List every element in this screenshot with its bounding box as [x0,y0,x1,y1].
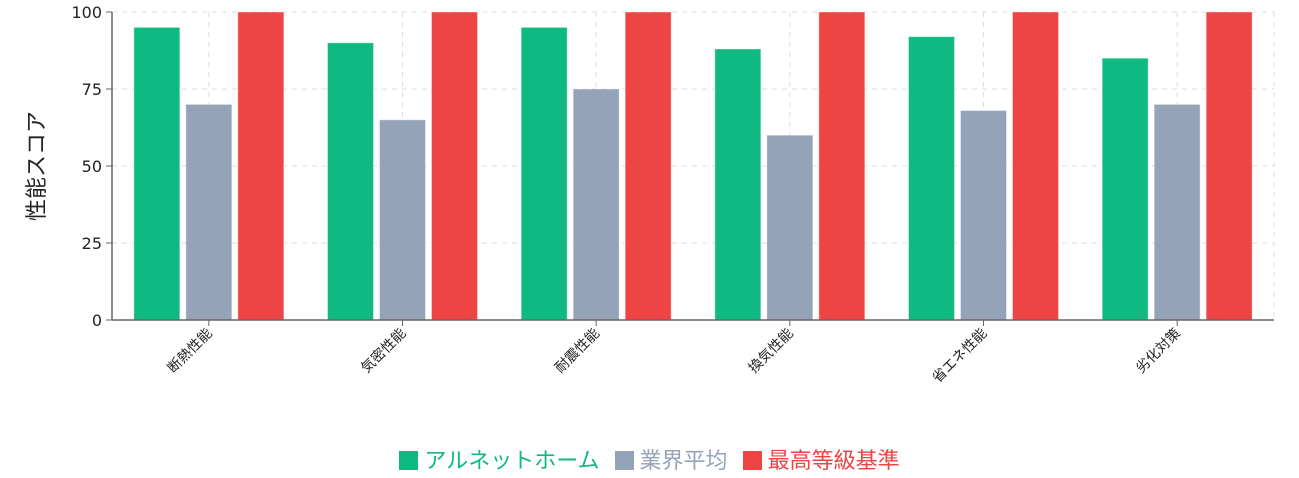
y-tick-label: 100 [71,3,102,22]
bar-chart: 0 25 50 75 100 断熱性能 気密性能 耐震性能 換気性能 省エネ性能 劣化対策 性能スコ… [25,3,1275,387]
legend-swatch-icon [399,451,419,470]
legend-label: 最高等級基準 [767,449,900,474]
x-tick-label: 気密性能 [358,325,410,377]
bar[interactable] [237,11,285,321]
bar[interactable] [624,11,672,321]
bar[interactable] [1205,11,1253,321]
y-tick-label: 25 [82,234,102,253]
legend-item-top-grade-standard[interactable]: 最高等級基準 [742,443,900,475]
gridlines [112,11,1275,320]
bar[interactable] [133,26,181,321]
legend-item-arnet-home[interactable]: アルネットホーム [399,443,600,475]
bar[interactable] [908,36,955,321]
y-tick-label: 50 [82,157,102,176]
bar[interactable] [327,42,374,321]
legend-item-industry-average[interactable]: 業界平均 [614,443,728,475]
legend-swatch-icon [614,451,634,470]
bar[interactable] [520,26,568,321]
legend-label: アルネットホーム [424,449,600,474]
bar[interactable] [431,11,478,321]
x-tick-label: 劣化対策 [1132,325,1184,377]
bar[interactable] [818,11,866,321]
legend: アルネットホーム 業界平均 最高等級基準 [0,443,1299,475]
bars [133,11,1253,321]
bar[interactable] [766,134,814,321]
legend-label: 業界平均 [639,449,728,474]
bar[interactable] [1101,57,1149,321]
bar[interactable] [714,48,762,321]
bar[interactable] [1153,103,1201,321]
legend-swatch-icon [742,451,762,470]
y-axis-label: 性能スコア [25,111,50,221]
bar[interactable] [379,119,426,321]
x-tick-label: 省エネ性能 [930,326,991,387]
x-tick-label: 断熱性能 [165,326,216,377]
y-tick-label: 0 [92,311,102,330]
bar[interactable] [1012,11,1059,321]
x-tick-label: 換気性能 [746,326,797,377]
bar[interactable] [572,88,620,321]
bar[interactable] [960,110,1007,321]
x-tick-label: 耐震性能 [552,326,603,377]
y-tick-label: 75 [82,80,102,99]
bar[interactable] [185,103,233,321]
